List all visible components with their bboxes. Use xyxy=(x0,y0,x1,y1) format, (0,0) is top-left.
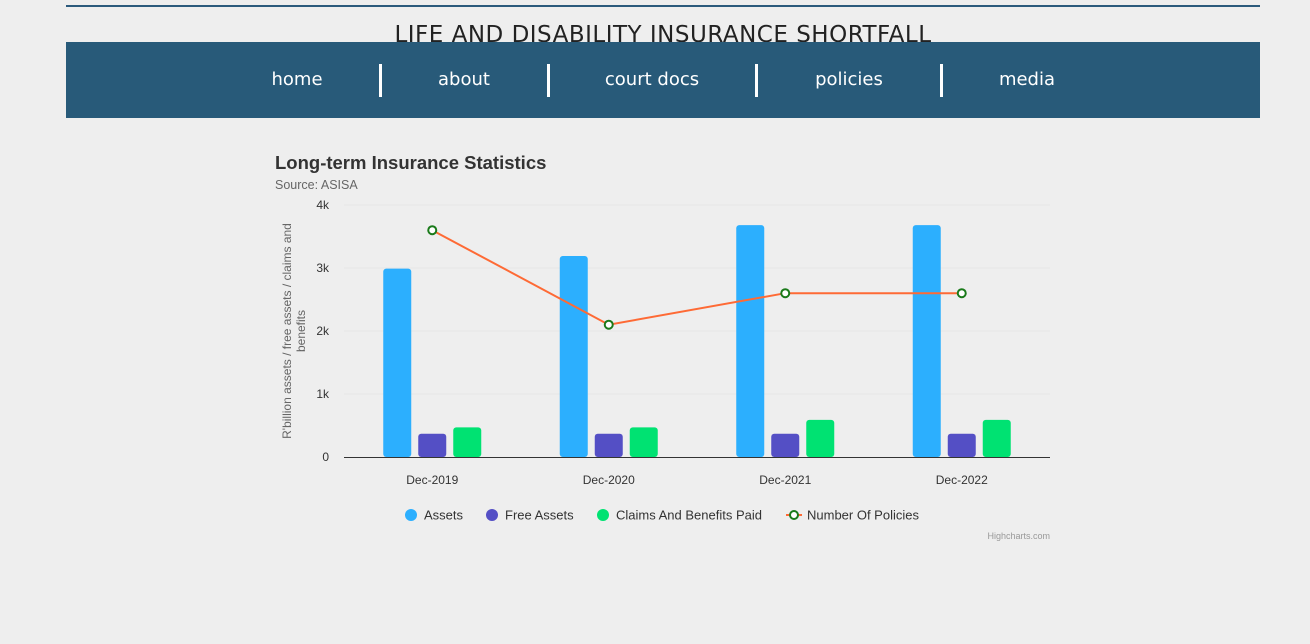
line-point xyxy=(603,319,614,330)
bar-free-assets xyxy=(947,433,976,457)
y-tick-label: 3k xyxy=(316,261,330,275)
nav-separator xyxy=(379,64,382,97)
chart-subtitle: Source: ASISA xyxy=(275,178,358,192)
y-tick-label: 4k xyxy=(316,198,330,212)
chart-container: Long-term Insurance Statistics Source: A… xyxy=(266,140,1060,550)
nav-separator xyxy=(547,64,550,97)
bar-claims-and-benefits-paid xyxy=(453,427,482,457)
line-point xyxy=(780,288,791,299)
chart-bars xyxy=(383,225,1011,457)
bar-assets xyxy=(912,225,941,457)
y-axis-labels: 0 1k 2k 3k 4k xyxy=(316,198,330,464)
nav-about[interactable]: about xyxy=(438,69,490,90)
legend-symbol-marker xyxy=(789,510,799,520)
bar-claims-and-benefits-paid xyxy=(982,419,1011,457)
site-title: LIFE AND DISABILITY INSURANCE SHORTFALL xyxy=(394,22,932,43)
bar-assets xyxy=(383,268,412,457)
nav-policies[interactable]: policies xyxy=(815,69,883,90)
y-tick-label: 2k xyxy=(316,324,330,338)
legend-symbol xyxy=(486,509,498,521)
x-tick-label: Dec-2021 xyxy=(759,473,811,487)
chart-legend: Assets Free Assets Claims And Benefits Pai… xyxy=(405,508,919,523)
y-axis-title-line: benefits xyxy=(294,310,308,352)
line-path xyxy=(431,229,962,326)
chart-credits[interactable]: Highcharts.com xyxy=(987,531,1050,541)
bar-assets xyxy=(559,256,588,457)
chart-svg: Long-term Insurance Statistics Source: A… xyxy=(275,152,1050,541)
nav-separator xyxy=(755,64,758,97)
x-axis-labels: Dec-2019 Dec-2020 Dec-2021 Dec-2022 xyxy=(406,473,988,487)
nav-court-docs[interactable]: court docs xyxy=(604,69,700,90)
legend-symbol xyxy=(405,509,417,521)
bar-claims-and-benefits-paid xyxy=(629,427,658,457)
nav-media[interactable]: media xyxy=(998,69,1056,90)
y-tick-label: 0 xyxy=(322,450,329,464)
legend-symbol xyxy=(597,509,609,521)
bar-claims-and-benefits-paid xyxy=(806,419,835,457)
main-navbar: home about court docs policies media xyxy=(66,42,1260,118)
top-rule xyxy=(66,5,1260,7)
chart-gridlines xyxy=(344,204,1050,395)
nav-home[interactable]: home xyxy=(271,69,323,90)
chart-title: Long-term Insurance Statistics xyxy=(275,152,546,173)
bar-assets xyxy=(736,225,765,457)
legend-item-label: Assets xyxy=(424,508,464,523)
bar-free-assets xyxy=(771,433,800,457)
bar-free-assets xyxy=(594,433,623,457)
line-point xyxy=(427,225,438,236)
legend-item-label: Free Assets xyxy=(505,508,574,523)
line-series xyxy=(427,225,967,330)
x-tick-label: Dec-2020 xyxy=(583,473,635,487)
legend-item-label: Number Of Policies xyxy=(807,508,919,523)
nav-separator xyxy=(940,64,943,97)
line-point xyxy=(956,288,967,299)
x-tick-label: Dec-2019 xyxy=(406,473,458,487)
y-tick-label: 1k xyxy=(316,387,330,401)
x-tick-label: Dec-2022 xyxy=(936,473,988,487)
y-axis-title: R'billion assets / free assets / claims … xyxy=(280,223,308,439)
bar-free-assets xyxy=(418,433,447,457)
legend-item-label: Claims And Benefits Paid xyxy=(616,508,762,523)
y-axis-title-line: R'billion assets / free assets / claims … xyxy=(280,223,294,439)
